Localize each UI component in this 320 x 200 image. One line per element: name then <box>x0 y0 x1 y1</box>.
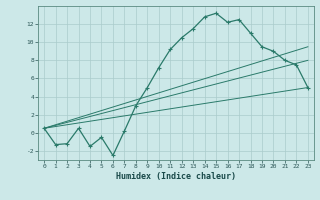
X-axis label: Humidex (Indice chaleur): Humidex (Indice chaleur) <box>116 172 236 181</box>
